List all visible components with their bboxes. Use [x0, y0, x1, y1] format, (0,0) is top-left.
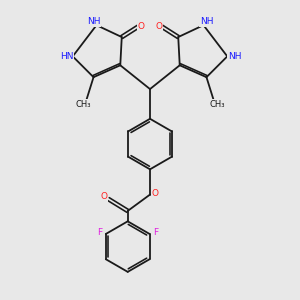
Text: NH: NH — [200, 17, 213, 26]
Text: NH: NH — [87, 17, 100, 26]
Text: CH₃: CH₃ — [75, 100, 91, 109]
Text: O: O — [152, 189, 159, 198]
Text: F: F — [97, 228, 102, 237]
Text: O: O — [138, 22, 145, 31]
Text: NH: NH — [228, 52, 242, 61]
Text: O: O — [100, 192, 107, 201]
Text: CH₃: CH₃ — [209, 100, 225, 109]
Text: F: F — [154, 228, 159, 237]
Text: O: O — [155, 22, 162, 31]
Text: HN: HN — [60, 52, 74, 61]
